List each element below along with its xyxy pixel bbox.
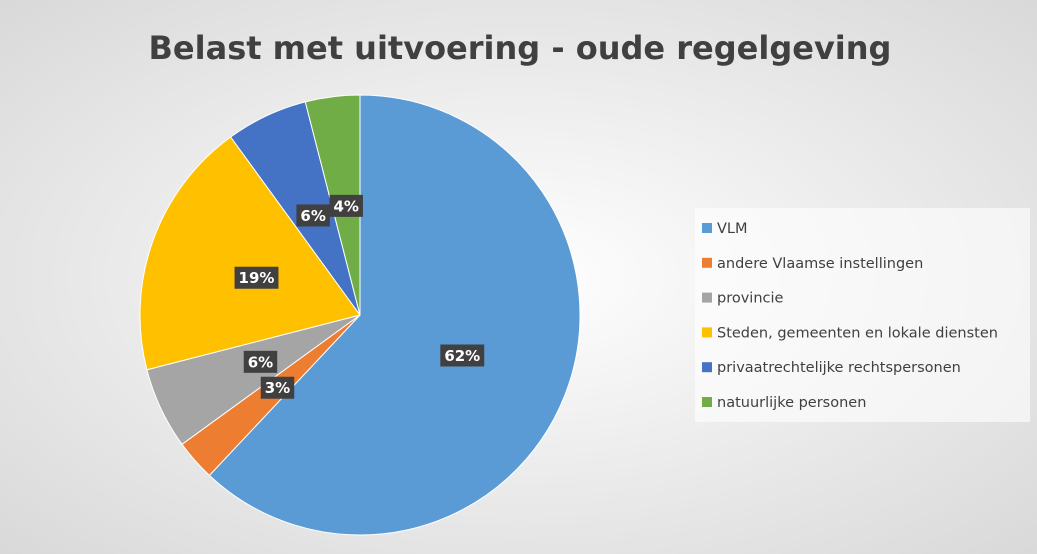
data-label: 4%: [333, 197, 358, 215]
legend-swatch: [702, 327, 712, 338]
data-label: 19%: [239, 269, 275, 287]
legend-label: privaatrechtelijke rechtspersonen: [717, 360, 961, 376]
data-label-box: [243, 350, 278, 373]
legend-swatch: [702, 362, 712, 373]
pie-slice: [139, 136, 361, 371]
legend-label: VLM: [717, 221, 748, 237]
data-label: 6%: [248, 353, 273, 371]
data-label: 62%: [444, 347, 480, 365]
legend-label: andere Vlaamse instellingen: [717, 256, 923, 272]
data-label-box: [234, 266, 279, 289]
data-label-box: [296, 204, 330, 227]
legend-swatch: [702, 223, 712, 233]
legend-label: Steden, gemeenten en lokale diensten: [717, 325, 998, 341]
legend-label: natuurlijke personen: [717, 395, 866, 411]
data-label-box: [260, 376, 295, 399]
legend-swatch: [702, 257, 712, 268]
legend-box: [695, 208, 1030, 422]
pie-slice: [208, 94, 581, 536]
legend-swatch: [702, 397, 712, 407]
data-label: 3%: [265, 379, 290, 397]
data-label-box: [329, 194, 363, 217]
data-label: 6%: [300, 207, 325, 225]
data-label-box: [440, 344, 485, 367]
chart-title: Belast met uitvoering - oude regelgeving: [149, 29, 892, 67]
legend-label: provincie: [717, 291, 784, 307]
legend-swatch: [702, 292, 712, 303]
